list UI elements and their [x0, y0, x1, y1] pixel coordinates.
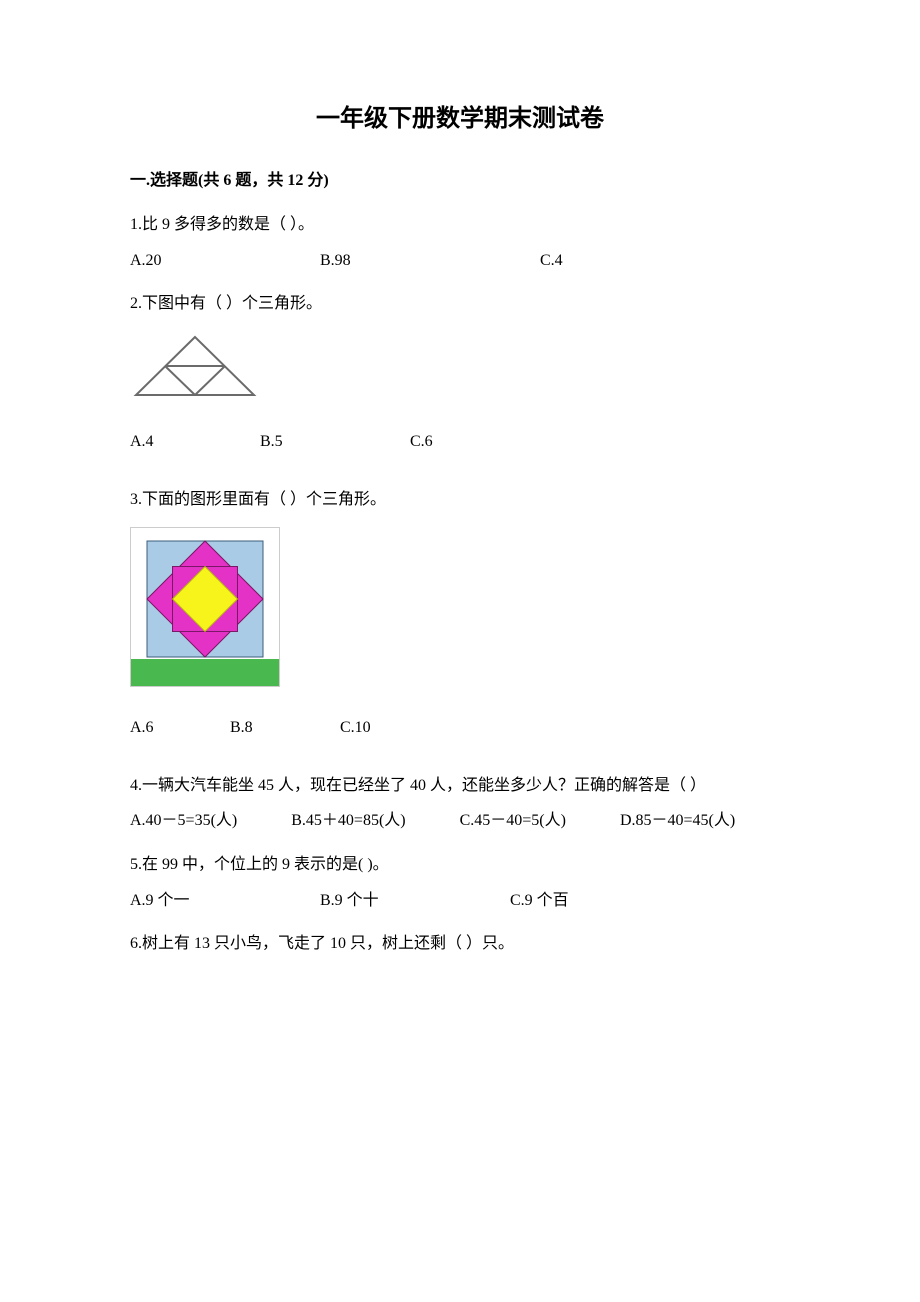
q2-option-b: B.5: [260, 429, 410, 455]
question-1: 1.比 9 多得多的数是（ ）。 A.20 B.98 C.4: [130, 212, 790, 273]
q2-option-c: C.6: [410, 429, 433, 455]
question-5-text: 5.在 99 中，个位上的 9 表示的是( )。: [130, 852, 790, 878]
section-header-1: 一.选择题(共 6 题，共 12 分): [130, 168, 790, 194]
question-1-options: A.20 B.98 C.4: [130, 248, 790, 274]
page-title: 一年级下册数学期末测试卷: [130, 100, 790, 138]
question-1-text: 1.比 9 多得多的数是（ ）。: [130, 212, 790, 238]
question-6-text: 6.树上有 13 只小鸟，飞走了 10 只，树上还剩（ ）只。: [130, 931, 790, 957]
shape-diagram: [130, 527, 280, 687]
question-3-options: A.6 B.8 C.10: [130, 715, 790, 741]
q4-option-c: C.45－40=5(人): [460, 808, 566, 834]
question-2-figure: [130, 331, 790, 410]
q5-option-b: B.9 个十: [320, 888, 510, 914]
question-6: 6.树上有 13 只小鸟，飞走了 10 只，树上还剩（ ）只。: [130, 931, 790, 957]
q3-option-b: B.8: [230, 715, 340, 741]
question-2-options: A.4 B.5 C.6: [130, 429, 790, 455]
question-5-options: A.9 个一 B.9 个十 C.9 个百: [130, 888, 790, 914]
question-4-options: A.40－5=35(人) B.45＋40=85(人) C.45－40=5(人) …: [130, 808, 790, 834]
q1-option-b: B.98: [320, 248, 540, 274]
q4-option-a: A.40－5=35(人): [130, 808, 237, 834]
question-3: 3.下面的图形里面有（ ）个三角形。 A.6 B.8 C.10: [130, 487, 790, 741]
question-2-text: 2.下图中有（ ）个三角形。: [130, 291, 790, 317]
question-4: 4.一辆大汽车能坐 45 人，现在已经坐了 40 人，还能坐多少人？正确的解答是…: [130, 773, 790, 834]
question-5: 5.在 99 中，个位上的 9 表示的是( )。 A.9 个一 B.9 个十 C…: [130, 852, 790, 913]
question-4-text: 4.一辆大汽车能坐 45 人，现在已经坐了 40 人，还能坐多少人？正确的解答是…: [130, 773, 790, 799]
question-2: 2.下图中有（ ）个三角形。 A.4 B.5 C.6: [130, 291, 790, 455]
q1-option-a: A.20: [130, 248, 320, 274]
question-3-text: 3.下面的图形里面有（ ）个三角形。: [130, 487, 790, 513]
q2-option-a: A.4: [130, 429, 260, 455]
question-3-figure: [130, 527, 790, 696]
triangle-diagram: [130, 331, 260, 401]
q5-option-c: C.9 个百: [510, 888, 569, 914]
q1-option-c: C.4: [540, 248, 563, 274]
q4-option-d: D.85－40=45(人): [620, 808, 735, 834]
q3-option-a: A.6: [130, 715, 230, 741]
q4-option-b: B.45＋40=85(人): [291, 808, 405, 834]
q3-option-c: C.10: [340, 715, 371, 741]
q5-option-a: A.9 个一: [130, 888, 320, 914]
